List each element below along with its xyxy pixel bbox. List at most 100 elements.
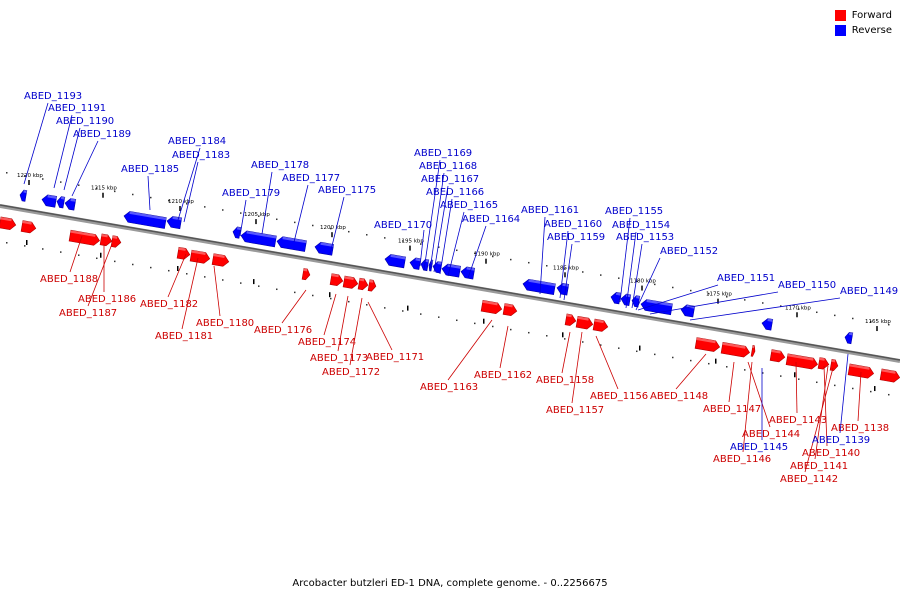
gene-label-forward[interactable]: ABED_1157 [546,331,604,416]
forward-gene-arrow[interactable] [720,341,750,358]
reverse-gene-arrow[interactable] [232,226,242,239]
forward-gene-arrow[interactable] [847,363,875,379]
forward-gene-arrow[interactable] [0,216,17,231]
reverse-gene-arrow[interactable] [409,257,422,270]
gene-label-reverse[interactable]: ABED_1178 [251,160,309,235]
forward-gene-arrow[interactable] [357,277,369,291]
gene-label-forward[interactable]: ABED_1156 [590,335,648,402]
gene-label-reverse[interactable]: ABED_1193 [23,91,82,185]
forward-gene-arrow[interactable] [189,249,211,264]
reverse-gene-arrow[interactable] [631,295,641,308]
gene-label-reverse[interactable]: ABED_1166 [426,187,484,275]
forward-gene-arrow[interactable] [480,299,503,315]
gene-label-forward[interactable]: ABED_1176 [254,289,312,336]
gene-label-reverse[interactable]: ABED_1185 [121,164,179,211]
forward-gene-arrow[interactable] [20,220,37,234]
gene-label-reverse[interactable]: ABED_1167 [421,174,479,273]
reverse-gene-arrow[interactable] [56,196,66,209]
reverse-gene-arrow[interactable] [384,254,406,269]
forward-gene-arrow[interactable] [110,235,122,248]
forward-gene-arrow[interactable] [750,345,756,357]
gene-label-forward[interactable]: ABED_1146 [713,361,771,465]
gene-label-reverse[interactable]: ABED_1153 [616,232,674,309]
forward-gene-arrow[interactable] [211,253,230,268]
gene-label-reverse[interactable]: ABED_1183 [172,150,230,223]
gene-label-reverse[interactable]: ABED_1184 [168,136,226,221]
forward-gene-arrow[interactable] [502,303,518,317]
gene-label-reverse[interactable]: ABED_1190 [56,116,114,191]
gene-label-reverse[interactable]: ABED_1165 [440,200,498,277]
reverse-gene-arrow[interactable] [276,236,307,252]
gene-label-reverse[interactable]: ABED_1152 [635,246,718,311]
gene-label-reverse[interactable]: ABED_1160 [544,219,602,299]
reverse-gene-arrow[interactable] [19,189,28,202]
reverse-gene-arrow[interactable] [64,198,77,211]
gene-label-forward[interactable]: ABED_1181 [155,257,213,342]
reverse-gene-arrow[interactable] [620,293,632,307]
gene-label-forward[interactable]: ABED_1187 [59,243,117,319]
gene-label-forward[interactable]: ABED_1144 [742,361,800,440]
reverse-gene-arrow[interactable] [41,194,58,208]
forward-gene-arrow[interactable] [575,315,594,330]
gene-label-forward[interactable]: ABED_1171 [366,301,424,363]
reverse-gene-arrow[interactable] [314,241,335,256]
gene-label-forward[interactable]: ABED_1158 [536,331,594,386]
gene-label-reverse[interactable]: ABED_1168 [419,161,477,271]
reverse-gene-arrow[interactable] [522,278,556,296]
forward-gene-arrow[interactable] [829,358,839,372]
reverse-gene-arrow[interactable] [844,331,854,345]
gene-label-forward[interactable]: ABED_1162 [474,325,532,381]
forward-gene-arrow[interactable] [301,268,311,281]
reverse-gene-arrow[interactable] [460,266,476,280]
gene-label-reverse[interactable]: ABED_1149 [689,286,898,321]
gene-label-reverse[interactable]: ABED_1170 [374,220,432,267]
gene-label-reverse[interactable]: ABED_1145 [730,368,788,453]
forward-gene-arrow[interactable] [879,368,900,383]
forward-gene-arrow[interactable] [785,353,818,370]
gene-label-forward[interactable]: ABED_1140 [802,365,860,459]
forward-gene-arrow[interactable] [817,357,830,370]
forward-gene-arrow[interactable] [769,349,786,363]
gene-label-forward[interactable]: ABED_1148 [650,353,708,402]
gene-label-forward[interactable]: ABED_1174 [298,293,356,348]
reverse-gene-arrow[interactable] [761,318,774,331]
gene-label-forward[interactable]: ABED_1182 [140,253,198,310]
reverse-gene-arrow[interactable] [610,292,622,305]
reverse-gene-arrow[interactable] [441,263,462,278]
gene-label-forward[interactable]: ABED_1188 [40,235,98,285]
gene-label-reverse[interactable]: ABED_1155 [605,206,663,303]
forward-gene-arrow[interactable] [592,318,609,332]
forward-gene-arrow[interactable] [329,273,344,287]
reverse-gene-arrow[interactable] [680,304,696,318]
gene-label-reverse[interactable]: ABED_1191 [48,103,106,189]
gene-label-forward[interactable]: ABED_1186 [78,244,136,305]
forward-gene-arrow[interactable] [176,246,191,260]
gene-label-reverse[interactable]: ABED_1151 [637,273,775,311]
gene-label-reverse[interactable]: ABED_1139 [812,353,870,446]
gene-label-reverse[interactable]: ABED_1159 [547,232,605,301]
forward-gene-arrow[interactable] [68,229,100,246]
gene-label-forward[interactable]: ABED_1180 [196,265,254,329]
gene-label-forward[interactable]: ABED_1141 [790,365,848,472]
gene-label-forward[interactable]: ABED_1147 [703,361,761,415]
gene-label-forward[interactable]: ABED_1138 [831,371,889,434]
gene-label-reverse[interactable]: ABED_1150 [649,280,836,315]
gene-label-reverse[interactable]: ABED_1164 [462,214,520,279]
gene-label-forward[interactable]: ABED_1173 [310,295,368,364]
gene-label-reverse[interactable]: ABED_1189 [71,129,131,197]
reverse-gene-arrow[interactable] [240,230,277,248]
gene-label-forward[interactable]: ABED_1172 [322,297,380,378]
gene-label-forward[interactable]: ABED_1143 [769,361,827,426]
forward-gene-arrow[interactable] [367,279,377,292]
gene-label-reverse[interactable]: ABED_1169 [414,148,472,271]
gene-label-forward[interactable]: ABED_1142 [780,367,838,485]
gene-label-forward[interactable]: ABED_1163 [420,319,493,393]
reverse-gene-arrow[interactable] [123,211,167,229]
gene-label-reverse[interactable]: ABED_1179 [222,188,280,237]
forward-gene-arrow[interactable] [99,233,113,247]
forward-gene-arrow[interactable] [694,337,721,353]
forward-gene-arrow[interactable] [342,275,359,289]
gene-label-reverse[interactable]: ABED_1175 [318,185,376,255]
forward-gene-arrow[interactable] [564,313,577,327]
reverse-gene-arrow[interactable] [556,282,570,296]
